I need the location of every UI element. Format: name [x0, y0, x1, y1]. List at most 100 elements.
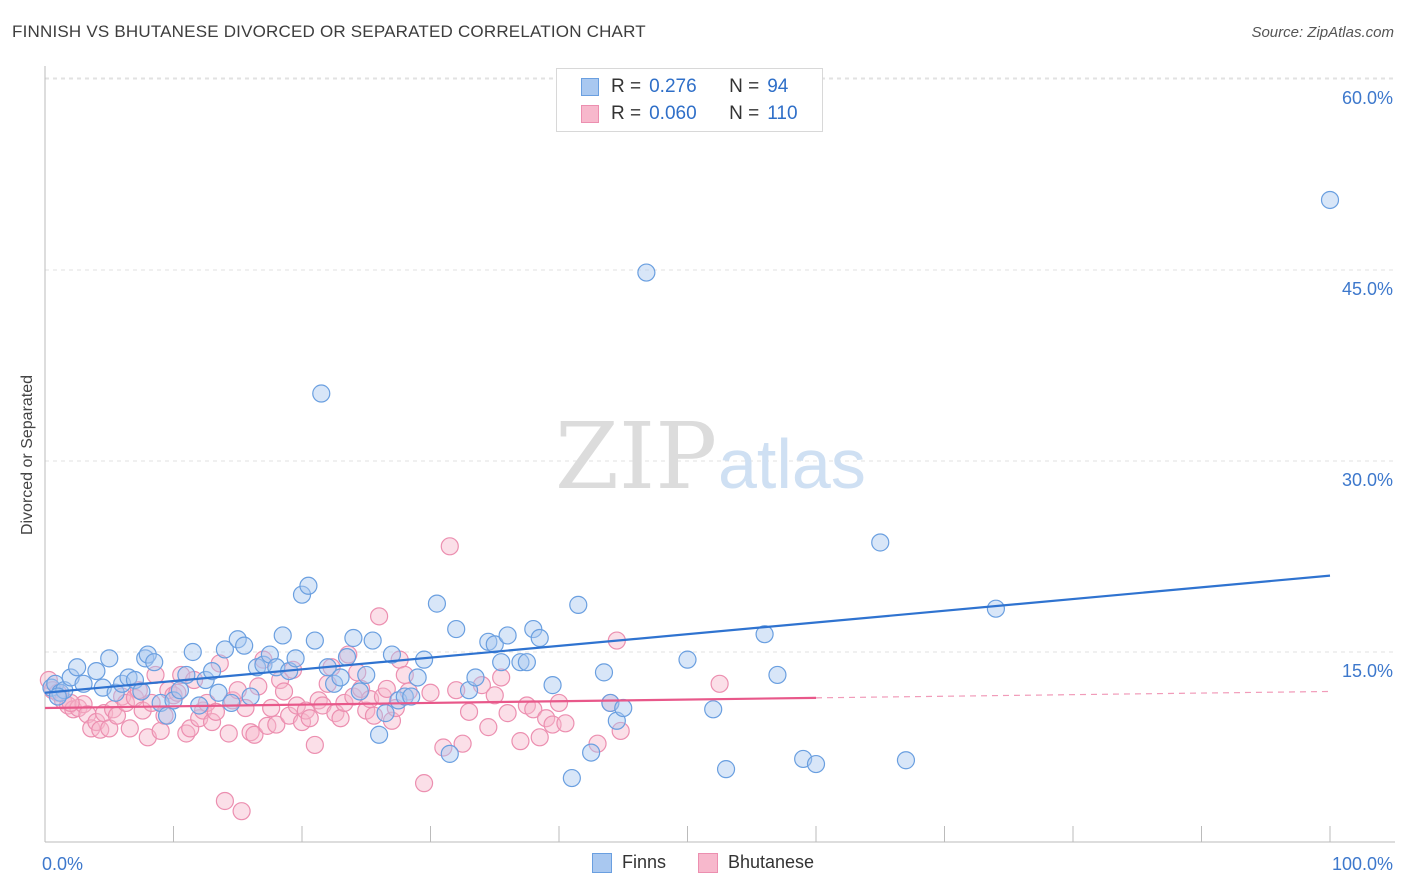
y-tick-label: 30.0%: [1342, 470, 1393, 490]
finns-point: [1320, 190, 1340, 210]
bhutanese-point: [300, 709, 319, 728]
finns-point: [357, 665, 376, 685]
watermark-atlas: atlas: [718, 425, 866, 503]
finns-point: [370, 725, 389, 744]
finns-point: [716, 760, 736, 779]
n-label: N =: [729, 76, 760, 97]
finns-point: [170, 681, 190, 700]
finns-point: [382, 645, 402, 664]
bhutanese-point: [267, 715, 286, 734]
bhutanese-point: [249, 677, 268, 696]
bhutanese-point: [414, 774, 434, 793]
bhutanese-point: [364, 706, 384, 725]
finns-point: [286, 649, 305, 668]
bhutanese-point: [210, 654, 229, 673]
bhutanese-point: [440, 537, 459, 556]
bhutanese-point: [511, 732, 530, 751]
finns-point: [235, 636, 254, 655]
finns-point: [517, 653, 536, 672]
bhutanese-point: [530, 728, 549, 747]
finns-point: [363, 631, 382, 650]
bhutanese-point: [549, 693, 569, 713]
bhutanese-point: [206, 702, 226, 721]
stats-legend: R = 0.276 N = 94 R = 0.060 N = 110: [556, 68, 823, 132]
finns-point: [183, 642, 202, 662]
finns-point: [68, 658, 87, 677]
bhutanese-point: [262, 698, 281, 718]
axes: [44, 66, 1395, 843]
bhutanese-point: [219, 724, 238, 743]
bhutanese-r-value: 0.060: [649, 103, 697, 124]
bhutanese-point: [421, 683, 440, 702]
finns-point: [145, 653, 164, 672]
finns-point: [273, 626, 292, 645]
finns-point: [704, 700, 723, 719]
finns-point: [492, 653, 511, 672]
series-legend: Finns Bhutanese: [0, 852, 1406, 873]
bhutanese-point: [236, 698, 255, 718]
finns-legend-label: Finns: [621, 852, 666, 872]
source-attribution: Source: ZipAtlas.com: [1251, 24, 1394, 41]
bhutanese-point: [305, 735, 324, 755]
r-label: R =: [611, 103, 642, 124]
n-label: N =: [729, 103, 760, 124]
trend-lines: [44, 574, 1331, 710]
bhutanese-point: [370, 607, 389, 626]
finns-n-value: 94: [767, 76, 789, 97]
bhutanese-legend-swatch: [697, 852, 718, 873]
finns-point: [637, 263, 656, 282]
bhutanese-point: [556, 714, 575, 733]
finns-point: [215, 640, 234, 659]
finns-point: [87, 661, 106, 681]
bhutanese-point: [120, 719, 139, 738]
finns-point: [222, 693, 241, 713]
finns-point: [331, 668, 350, 687]
bhutanese-point: [453, 734, 472, 753]
finns-point: [562, 768, 581, 788]
finns-point: [614, 698, 633, 718]
bhutanese-point: [611, 721, 630, 741]
finns-point: [376, 704, 395, 723]
finns-point: [209, 683, 228, 702]
finns-trend-line: [44, 574, 1331, 694]
bhutanese-point: [479, 718, 498, 737]
finns-point: [569, 595, 588, 614]
finns-point: [395, 687, 414, 706]
stats-row-finns: R = 0.276 N = 94: [581, 75, 788, 99]
finns-point: [498, 626, 517, 645]
bhutanese-point: [588, 734, 607, 753]
legend-item-bhutanese: Bhutanese: [697, 852, 814, 873]
bhutanese-point: [245, 725, 264, 744]
legend-item-finns: Finns: [591, 852, 666, 873]
y-tick-label: 60.0%: [1342, 88, 1393, 108]
finns-point: [196, 670, 215, 690]
bhutanese-point: [181, 719, 200, 738]
finns-point: [241, 687, 260, 706]
finns-point: [292, 585, 312, 604]
finns-point: [100, 649, 119, 668]
x-tick-label-max: 100.0%: [1332, 854, 1393, 874]
finns-point: [305, 631, 324, 650]
finns-point: [543, 676, 562, 695]
watermark-zip: ZIP: [555, 403, 717, 510]
r-label: R =: [611, 76, 642, 97]
finns-point: [202, 661, 222, 681]
finns-point: [408, 668, 427, 687]
watermark: ZIP atlas: [555, 403, 866, 510]
bhutanese-point: [377, 679, 396, 699]
finns-point: [350, 682, 369, 701]
finns-point: [402, 687, 421, 706]
finns-point: [485, 635, 504, 654]
bhutanese-point: [215, 791, 234, 811]
finns-point: [466, 668, 485, 687]
finns-legend-swatch: [591, 852, 612, 873]
finns-point: [138, 645, 157, 664]
finns-point: [755, 625, 774, 644]
chart-title: FINNISH VS BHUTANESE DIVORCED OR SEPARAT…: [12, 22, 646, 41]
finns-point: [106, 683, 125, 702]
finns-point: [337, 647, 357, 667]
stats-row-bhutanese: R = 0.060 N = 110: [581, 102, 798, 126]
bhutanese-point: [447, 681, 466, 700]
finns-point: [524, 619, 543, 639]
finns-point: [530, 628, 549, 648]
